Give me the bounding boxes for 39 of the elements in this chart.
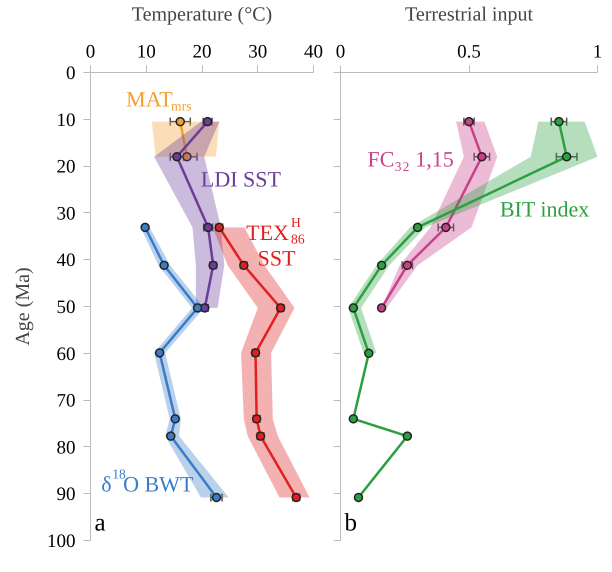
y-tick-label: 0	[66, 63, 76, 84]
point	[376, 303, 386, 313]
series-label: BIT index	[500, 196, 590, 222]
y-tick-label: 90	[56, 484, 76, 506]
annotation: b	[344, 510, 357, 536]
x-tick-label: 10	[136, 42, 156, 62]
point	[376, 260, 386, 270]
y-tick-label: 100	[47, 531, 76, 552]
y-tick-label: 50	[56, 297, 76, 318]
y-tick-label: 70	[56, 390, 76, 412]
point	[412, 222, 422, 232]
x-tick-label: 30	[248, 42, 268, 62]
point	[562, 152, 572, 162]
x-tick-label: 20	[192, 42, 212, 62]
x-axis-title: Terrestrial input	[405, 4, 534, 26]
y-tick-label: 40	[56, 250, 76, 272]
y-tick-label: 10	[56, 110, 76, 131]
x-tick-label: 40	[304, 42, 323, 62]
series-label: LDI SST	[200, 166, 282, 192]
x-tick-label: 1	[592, 42, 602, 62]
annotation: a	[94, 510, 106, 536]
point	[354, 492, 364, 502]
y-tick-label: 30	[56, 203, 76, 224]
y-tick-label: 20	[56, 156, 76, 178]
point	[477, 152, 487, 162]
x-tick-label: 0.5	[457, 42, 481, 62]
point	[348, 414, 358, 424]
point	[554, 116, 564, 126]
point	[441, 222, 451, 232]
point	[348, 303, 358, 313]
y-tick-label: 60	[56, 344, 76, 365]
y-tick-label: 80	[56, 437, 76, 458]
x-axis-title: Temperature (°C)	[132, 4, 272, 26]
point	[402, 431, 412, 441]
x-tick-label: 0	[336, 42, 346, 62]
y-axis-title: Age (Ma)	[12, 267, 34, 346]
point	[364, 348, 374, 358]
series-label: FC₃₂ 1,15	[367, 146, 454, 172]
x-tick-label: 0	[86, 42, 96, 62]
